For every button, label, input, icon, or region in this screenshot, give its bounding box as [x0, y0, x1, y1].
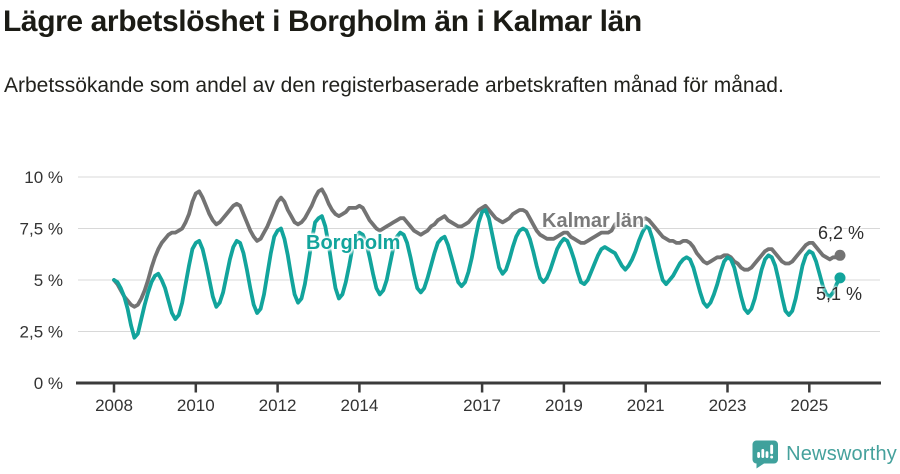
newsworthy-logo: Newsworthy: [752, 440, 897, 469]
svg-text:2,5 %: 2,5 %: [20, 323, 63, 342]
svg-text:0 %: 0 %: [34, 374, 63, 393]
svg-text:2019: 2019: [545, 396, 583, 415]
svg-text:5 %: 5 %: [34, 271, 63, 290]
svg-text:2021: 2021: [627, 396, 665, 415]
newsworthy-bubble-chart-icon: [752, 440, 779, 469]
svg-text:10 %: 10 %: [24, 168, 63, 187]
svg-text:7,5 %: 7,5 %: [20, 220, 63, 239]
series-label-borgholm: Borgholm: [306, 232, 401, 254]
svg-text:2010: 2010: [177, 396, 215, 415]
end-value-label-kalmar: 6,2 %: [818, 223, 865, 243]
svg-text:2008: 2008: [95, 396, 133, 415]
page-title: Lägre arbetslöshet i Borgholm än i Kalma…: [3, 5, 642, 38]
series-label-kalmar-lan: Kalmar län: [542, 210, 645, 232]
chart-subtitle: Arbetssökande som andel av den registerb…: [4, 74, 784, 97]
svg-text:2023: 2023: [709, 396, 747, 415]
newsworthy-logo-text: Newsworthy: [786, 443, 897, 465]
svg-text:2025: 2025: [790, 396, 828, 415]
svg-text:2014: 2014: [340, 396, 378, 415]
svg-text:2017: 2017: [463, 396, 501, 415]
end-value-label-borgholm: 5,1 %: [816, 284, 863, 304]
svg-text:2012: 2012: [259, 396, 297, 415]
